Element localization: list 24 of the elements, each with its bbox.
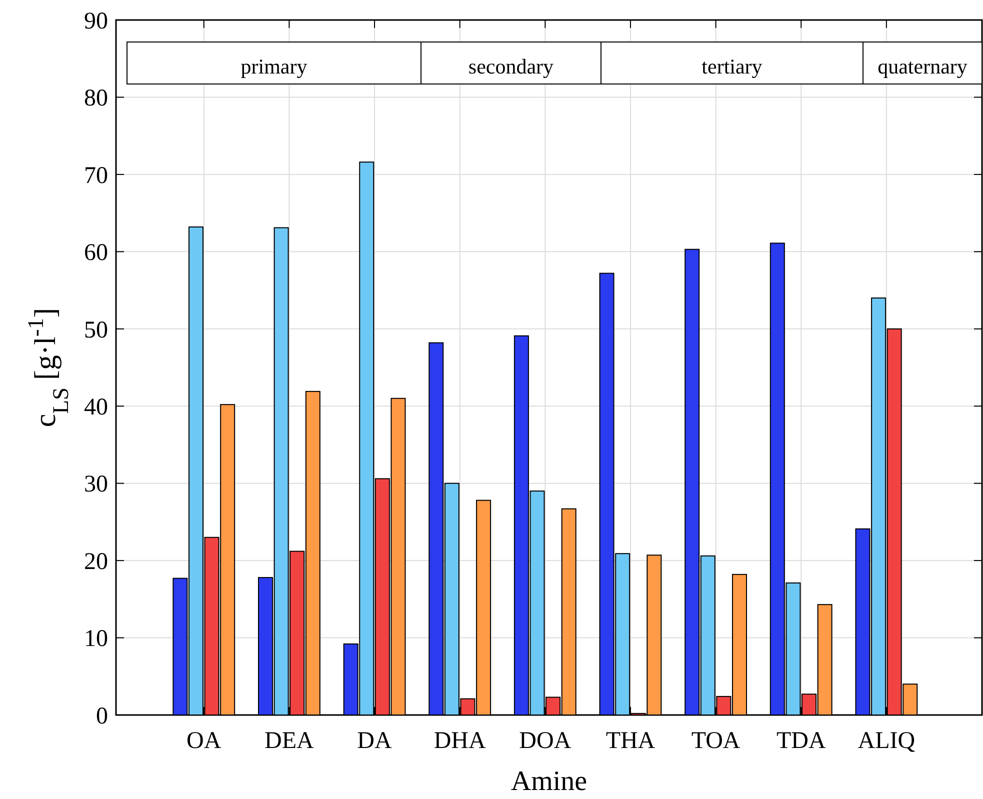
y-tick-label: 50 xyxy=(84,317,108,344)
y-tick-label: 90 xyxy=(84,8,108,34)
y-tick-label: 0 xyxy=(96,703,108,730)
y-tick-label: 80 xyxy=(84,86,108,112)
y-tick-label: 30 xyxy=(84,472,108,498)
x-tick-label: DEA xyxy=(264,728,315,754)
y-tick-label: 20 xyxy=(84,548,108,575)
annotation: quaternary xyxy=(878,54,968,78)
y-tick-label: 10 xyxy=(84,626,108,652)
annotation: secondary xyxy=(468,54,554,78)
x-tick-label: TOA xyxy=(691,728,741,754)
annotation: primary xyxy=(240,54,308,78)
y-tick-label: 70 xyxy=(84,162,108,189)
y-tick-label: 40 xyxy=(84,394,108,421)
y-tick-label: 60 xyxy=(84,240,108,266)
annotation: tertiary xyxy=(702,54,763,78)
x-tick-label: DOA xyxy=(519,728,572,754)
x-tick-label: TDA xyxy=(776,728,826,754)
x-axis-title: Amine xyxy=(510,766,588,797)
x-tick-label: ALIQ xyxy=(858,728,916,754)
x-tick-label: THA xyxy=(606,728,656,754)
x-tick-label: DHA xyxy=(434,728,487,754)
x-tick-label: OA xyxy=(186,728,222,754)
x-tick-label: DA xyxy=(357,728,393,754)
